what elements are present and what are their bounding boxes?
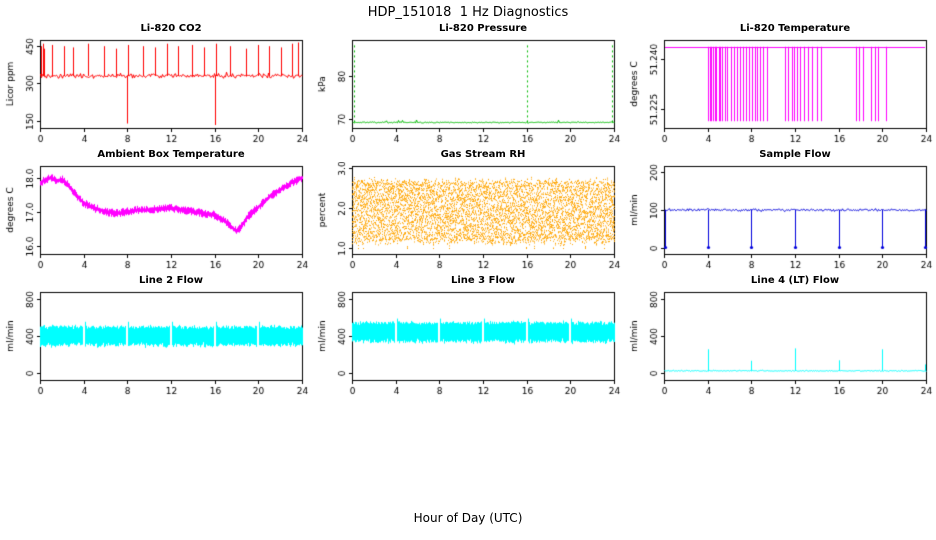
panel-li820-pressure: Li-820 Pressure	[312, 22, 624, 154]
plot-li820-pressure	[312, 36, 624, 152]
panel-title-li820-co2: Li-820 CO2	[140, 23, 202, 34]
plot-gas-stream-rh	[312, 162, 624, 278]
panel-line4-lt-flow: Line 4 (LT) Flow	[624, 274, 936, 406]
panel-title-sample-flow: Sample Flow	[759, 149, 831, 160]
plot-line4-lt-flow	[624, 288, 936, 404]
plot-li820-temperature	[624, 36, 936, 152]
panel-li820-co2: Li-820 CO2	[0, 22, 312, 154]
plot-line2-flow	[0, 288, 312, 404]
panel-title-line2-flow: Line 2 Flow	[139, 275, 203, 286]
plot-line3-flow	[312, 288, 624, 404]
x-axis-label: Hour of Day (UTC)	[413, 511, 523, 525]
panel-title-gas-stream-rh: Gas Stream RH	[440, 149, 526, 160]
panel-title-line4-lt-flow: Line 4 (LT) Flow	[750, 275, 840, 286]
panel-line2-flow: Line 2 Flow	[0, 274, 312, 406]
panel-title-li820-pressure: Li-820 Pressure	[438, 23, 528, 34]
panel-li820-temperature: Li-820 Temperature	[624, 22, 936, 154]
panel-sample-flow: Sample Flow	[624, 148, 936, 280]
panel-gas-stream-rh: Gas Stream RH	[312, 148, 624, 280]
page-title: HDP_151018 1 Hz Diagnostics	[367, 5, 569, 20]
panel-title-line3-flow: Line 3 Flow	[451, 275, 515, 286]
plot-li820-co2	[0, 36, 312, 152]
panel-title-li820-temperature: Li-820 Temperature	[739, 23, 851, 34]
plot-ambient-box-temperature	[0, 162, 312, 278]
panel-line3-flow: Line 3 Flow	[312, 274, 624, 406]
panel-title-ambient-box-temperature: Ambient Box Temperature	[97, 149, 245, 160]
panel-ambient-box-temperature: Ambient Box Temperature	[0, 148, 312, 280]
plot-sample-flow	[624, 162, 936, 278]
